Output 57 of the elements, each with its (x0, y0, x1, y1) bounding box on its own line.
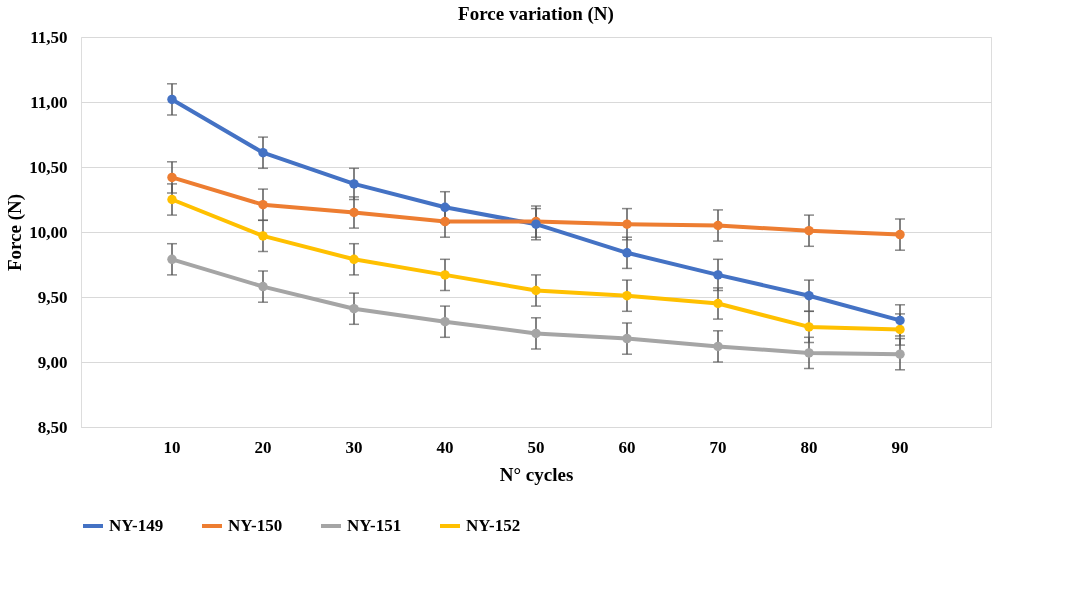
y-tick-label: 11,50 (30, 27, 68, 47)
point (895, 349, 905, 359)
point (622, 333, 632, 344)
point (167, 172, 177, 183)
point (349, 303, 359, 314)
point (258, 231, 268, 241)
point (713, 270, 723, 280)
point (804, 225, 814, 236)
point (804, 322, 814, 332)
point (804, 290, 814, 301)
point (531, 328, 541, 339)
point (804, 348, 814, 358)
legend-label: NY-151 (347, 516, 402, 535)
x-tick-label: 10 (163, 437, 181, 457)
x-tick-label: 70 (709, 437, 727, 457)
point (440, 316, 450, 327)
x-tick-label: 20 (254, 437, 272, 457)
point (258, 199, 268, 210)
x-tick-label: 50 (527, 437, 545, 457)
y-axis-title: Force (N) (4, 193, 27, 272)
point (895, 229, 905, 240)
point (258, 281, 268, 292)
point (622, 248, 632, 258)
point (349, 179, 359, 189)
legend-label: NY-152 (466, 516, 521, 535)
point (258, 147, 268, 158)
point (349, 254, 359, 265)
point (440, 216, 450, 227)
y-tick-label: 11,00 (30, 92, 68, 112)
x-tick-label: 90 (891, 437, 909, 457)
y-tick-label: 8,50 (37, 417, 68, 437)
x-tick-label: 40 (436, 437, 454, 457)
point (713, 298, 723, 309)
point (895, 324, 905, 335)
y-tick-label: 9,00 (37, 352, 68, 372)
chart-title: Force variation (N) (458, 3, 614, 25)
point (895, 315, 905, 326)
point (713, 220, 723, 231)
point (167, 94, 177, 105)
point (713, 341, 723, 352)
point (440, 270, 450, 280)
point (349, 207, 359, 218)
y-tick-label: 10,50 (29, 157, 68, 177)
x-axis-title: N° cycles (499, 463, 574, 485)
y-tick-label: 9,50 (37, 287, 68, 307)
x-tick-label: 30 (345, 437, 363, 457)
x-tick-label: 60 (618, 437, 636, 457)
x-tick-label: 80 (800, 437, 818, 457)
point (167, 194, 177, 205)
point (440, 202, 450, 213)
point (622, 290, 632, 301)
legend-label: NY-149 (109, 516, 164, 535)
point (622, 219, 632, 229)
point (531, 285, 541, 296)
point (167, 254, 177, 265)
y-tick-label: 10,00 (29, 222, 68, 242)
legend-label: NY-150 (228, 516, 283, 535)
